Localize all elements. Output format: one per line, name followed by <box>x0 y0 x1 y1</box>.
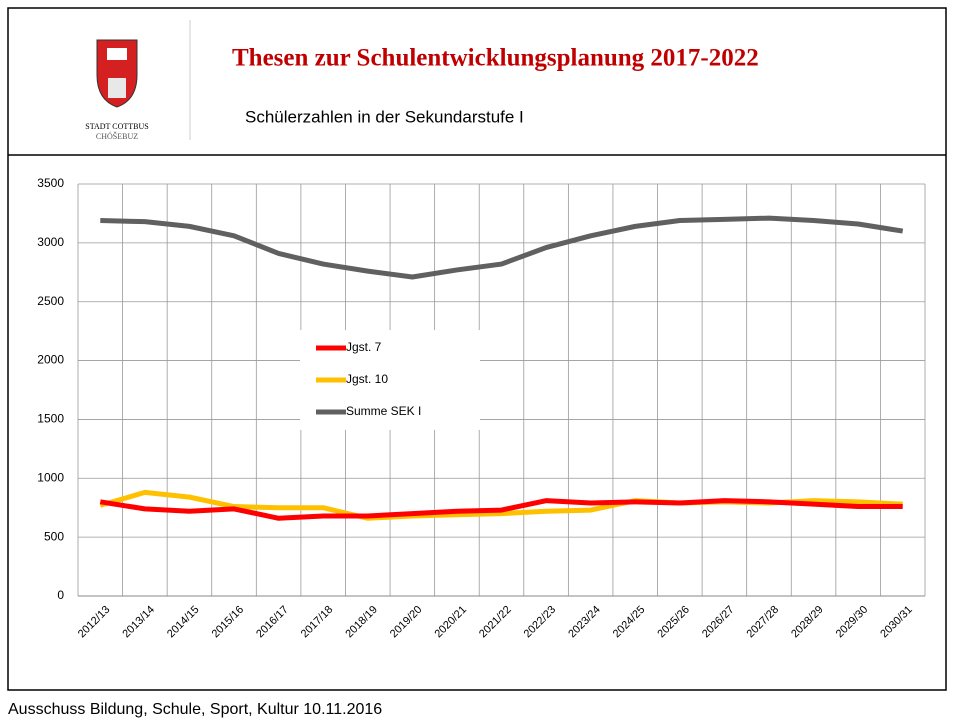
slide: STADT COTTBUS CHÓŠEBUZ Thesen zur Schule… <box>0 0 954 722</box>
x-tick-label: 2027/28 <box>745 604 782 641</box>
legend-label: Summe SEK I <box>346 404 421 418</box>
y-tick-label: 1000 <box>37 470 64 484</box>
legend-label: Jgst. 7 <box>346 340 382 354</box>
x-tick-label: 2026/27 <box>700 604 737 641</box>
series-line <box>100 492 902 518</box>
x-tick-label: 2021/22 <box>477 604 514 641</box>
y-tick-label: 2000 <box>37 353 64 367</box>
y-tick-label: 3500 <box>37 176 64 190</box>
x-tick-label: 2024/25 <box>611 604 648 641</box>
x-tick-label: 2025/26 <box>655 604 692 641</box>
x-tick-label: 2020/21 <box>432 604 469 641</box>
logo-text: STADT COTTBUS <box>85 122 148 131</box>
y-tick-label: 3000 <box>37 235 64 249</box>
y-tick-label: 0 <box>57 588 64 602</box>
x-tick-label: 2018/19 <box>343 604 380 641</box>
x-tick-label: 2016/17 <box>254 604 291 641</box>
title: Thesen zur Schulentwicklungsplanung 2017… <box>232 45 759 72</box>
y-tick-label: 1500 <box>37 412 64 426</box>
x-tick-label: 2019/20 <box>388 604 425 641</box>
x-tick-label: 2022/23 <box>522 604 559 641</box>
x-tick-label: 2013/14 <box>120 604 157 641</box>
logo <box>97 40 137 107</box>
x-tick-label: 2028/29 <box>789 604 826 641</box>
y-tick-label: 500 <box>44 529 64 543</box>
x-tick-label: 2017/18 <box>299 604 336 641</box>
x-tick-label: 2023/24 <box>566 604 603 641</box>
y-tick-label: 2500 <box>37 294 64 308</box>
x-tick-label: 2029/30 <box>834 604 871 641</box>
series-line <box>100 218 902 277</box>
subtitle: Schülerzahlen in der Sekundarstufe I <box>245 107 524 126</box>
footer: Ausschuss Bildung, Schule, Sport, Kultur… <box>8 701 382 718</box>
x-tick-label: 2012/13 <box>76 604 113 641</box>
x-tick-label: 2014/15 <box>165 604 202 641</box>
x-tick-label: 2015/16 <box>210 604 247 641</box>
x-tick-label: 2030/31 <box>878 604 915 641</box>
logo-text: CHÓŠEBUZ <box>96 131 138 141</box>
legend-label: Jgst. 10 <box>346 372 388 386</box>
